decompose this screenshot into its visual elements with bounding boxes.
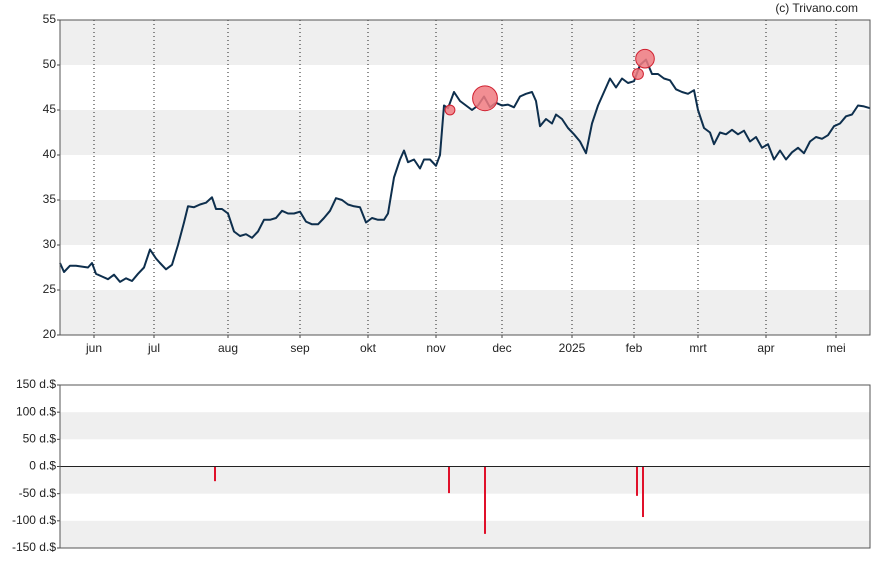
x-tick-label: jul <box>147 341 160 355</box>
trade-marker <box>632 68 644 80</box>
plot-border <box>59 19 871 336</box>
x-tick-label: jun <box>85 341 102 355</box>
y-tick-label: -50 d.$ <box>19 486 57 500</box>
y-tick-label: 20 <box>43 327 57 341</box>
y-tick-label: 45 <box>43 102 57 116</box>
y-tick-label: 35 <box>43 192 57 206</box>
band <box>60 290 870 335</box>
y-tick-label: -150 d.$ <box>12 540 56 554</box>
x-tick-label: mrt <box>689 341 707 355</box>
y-tick-label: 40 <box>43 147 57 161</box>
plot-border <box>59 384 871 549</box>
x-tick-label: feb <box>626 341 643 355</box>
x-tick-label: sep <box>290 341 310 355</box>
band <box>60 412 870 440</box>
x-tick-label: okt <box>360 341 377 355</box>
bar <box>636 466 638 496</box>
y-tick-label: 150 d.$ <box>16 377 56 391</box>
trade-marker <box>444 104 456 116</box>
x-tick-label: aug <box>218 341 238 355</box>
x-tick-label: mei <box>826 341 845 355</box>
band <box>60 20 870 65</box>
y-tick-label: 100 d.$ <box>16 404 56 418</box>
price-line <box>59 58 871 283</box>
bar <box>448 466 450 494</box>
y-tick-label: -100 d.$ <box>12 513 56 527</box>
y-tick-label: 55 <box>43 12 57 26</box>
x-tick-label: apr <box>757 341 774 355</box>
y-tick-label: 30 <box>43 237 57 251</box>
y-tick-label: 50 d.$ <box>23 432 57 446</box>
plot-area <box>60 20 870 335</box>
band <box>60 466 870 494</box>
band <box>60 110 870 155</box>
x-tick-label: nov <box>426 341 445 355</box>
bar <box>484 466 486 534</box>
watermark: (c) Trivano.com <box>775 1 858 15</box>
band <box>60 200 870 245</box>
trade-marker <box>635 48 655 69</box>
band <box>60 520 870 548</box>
y-tick-label: 50 <box>43 57 57 71</box>
bar <box>642 466 644 518</box>
trade-marker <box>472 85 498 112</box>
bar <box>214 466 216 482</box>
x-tick-label: 2025 <box>559 341 586 355</box>
x-tick-label: dec <box>492 341 511 355</box>
y-tick-label: 0 d.$ <box>29 459 56 473</box>
y-tick-label: 25 <box>43 282 57 296</box>
